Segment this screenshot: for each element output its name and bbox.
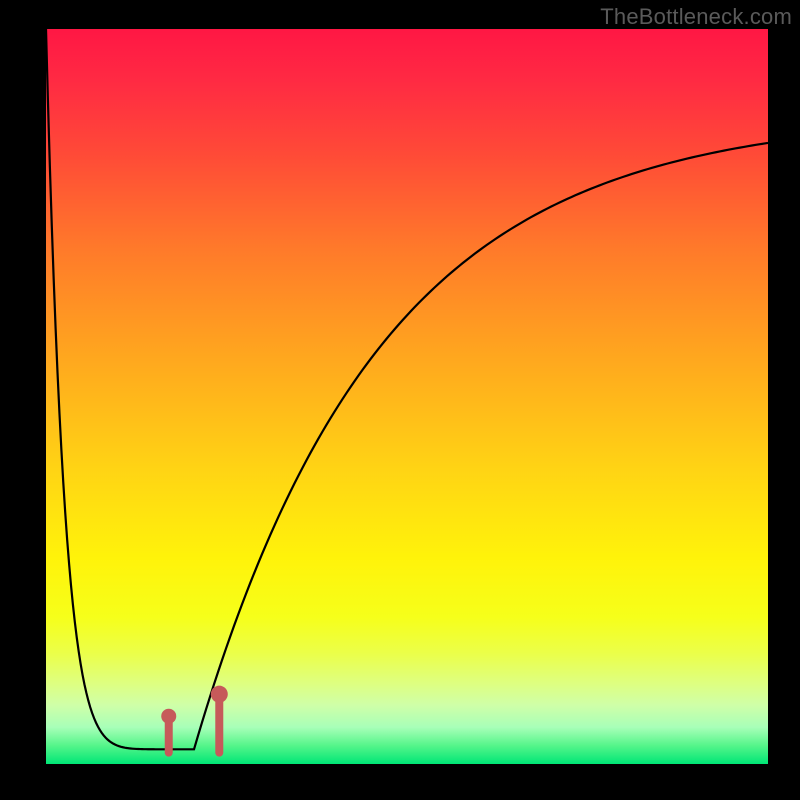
dip-marker-dot-0 — [161, 709, 176, 724]
dip-marker-bar-1 — [215, 696, 223, 757]
watermark-text: TheBottleneck.com — [600, 4, 792, 30]
bottleneck-chart — [0, 0, 800, 800]
dip-marker-dot-1 — [211, 686, 228, 703]
plot-area — [46, 29, 768, 764]
